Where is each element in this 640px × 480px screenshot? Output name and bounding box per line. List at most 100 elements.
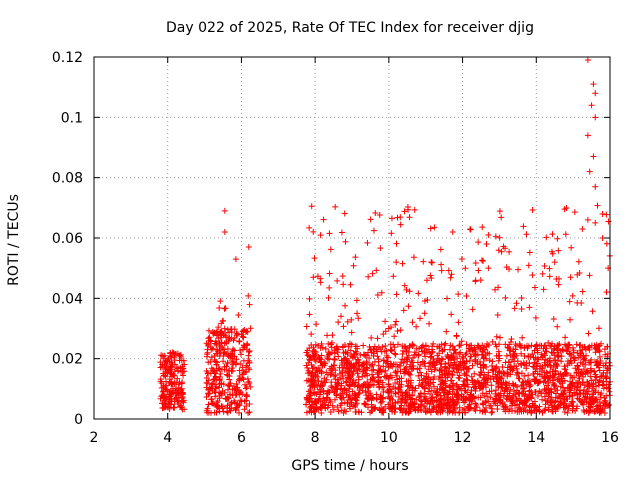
data-point xyxy=(433,397,440,404)
data-point xyxy=(367,376,374,383)
data-point xyxy=(346,392,353,399)
data-point xyxy=(488,388,495,395)
data-point xyxy=(431,366,438,373)
data-point xyxy=(340,375,347,382)
data-point xyxy=(547,398,554,405)
data-point xyxy=(312,341,319,348)
data-point xyxy=(403,364,410,371)
data-point xyxy=(517,342,524,349)
data-point xyxy=(378,289,385,296)
data-point xyxy=(214,328,221,335)
data-point xyxy=(494,405,501,412)
data-point xyxy=(571,209,578,216)
data-point xyxy=(235,409,242,416)
data-point xyxy=(480,383,487,390)
data-point xyxy=(240,376,247,383)
data-point xyxy=(430,379,437,386)
data-point xyxy=(350,402,357,409)
data-point xyxy=(326,389,333,396)
data-point xyxy=(488,409,495,416)
data-point xyxy=(448,371,455,378)
data-point xyxy=(468,373,475,380)
data-point xyxy=(329,339,335,346)
data-point xyxy=(161,404,168,411)
data-point xyxy=(209,387,216,394)
data-point xyxy=(492,233,499,240)
data-point xyxy=(393,291,400,298)
data-point xyxy=(327,398,334,405)
data-point xyxy=(317,358,324,365)
data-point xyxy=(448,377,455,384)
data-point xyxy=(528,389,535,396)
data-point xyxy=(500,369,507,376)
data-point xyxy=(455,374,462,381)
data-point xyxy=(597,358,604,365)
data-point xyxy=(545,385,552,392)
data-point xyxy=(425,380,432,387)
data-point xyxy=(472,260,479,267)
data-point xyxy=(430,383,437,390)
data-point xyxy=(328,379,335,386)
data-point xyxy=(376,212,383,219)
data-point xyxy=(317,404,324,411)
data-point xyxy=(599,381,606,388)
data-point xyxy=(586,406,593,413)
data-point xyxy=(492,341,499,348)
data-point xyxy=(529,206,536,213)
data-point xyxy=(540,379,547,386)
data-point xyxy=(163,361,170,368)
data-point xyxy=(513,363,520,370)
data-point xyxy=(502,403,509,410)
data-point xyxy=(397,221,404,228)
y-tick-label: 0.02 xyxy=(52,352,83,368)
data-point xyxy=(523,365,530,372)
data-point xyxy=(357,384,364,391)
data-point xyxy=(458,367,465,374)
data-point xyxy=(533,363,540,370)
data-point xyxy=(603,240,610,247)
data-point xyxy=(222,330,229,337)
data-point xyxy=(489,408,496,415)
data-point xyxy=(456,404,463,411)
data-point xyxy=(344,360,351,367)
data-point xyxy=(557,395,564,402)
data-point xyxy=(444,394,451,401)
data-point xyxy=(399,350,406,357)
data-point xyxy=(532,314,539,321)
data-point xyxy=(508,402,515,409)
data-point xyxy=(472,357,479,364)
data-point xyxy=(566,298,573,305)
data-point xyxy=(552,360,559,367)
data-point xyxy=(240,327,247,334)
data-point xyxy=(587,400,594,407)
data-point xyxy=(570,403,577,410)
data-point xyxy=(563,403,570,410)
x-tick-label: 14 xyxy=(527,430,545,446)
data-point xyxy=(477,384,484,391)
data-point xyxy=(574,363,581,370)
data-point xyxy=(493,333,500,340)
data-point xyxy=(398,389,405,396)
data-point xyxy=(314,273,321,280)
data-point xyxy=(316,389,323,396)
data-point xyxy=(561,396,568,403)
data-point xyxy=(472,388,479,395)
data-point xyxy=(606,359,613,366)
data-point xyxy=(511,305,518,312)
data-point xyxy=(460,377,467,384)
data-point xyxy=(495,284,502,291)
data-point xyxy=(519,334,526,341)
data-point xyxy=(208,346,215,353)
data-point xyxy=(447,407,454,414)
data-point xyxy=(395,384,402,391)
data-point xyxy=(334,380,341,387)
data-point xyxy=(348,341,355,348)
data-point xyxy=(515,266,522,273)
data-point xyxy=(542,342,549,349)
data-point xyxy=(373,391,380,398)
data-point xyxy=(573,341,580,348)
data-point xyxy=(177,351,184,358)
data-point xyxy=(162,366,169,373)
data-point xyxy=(421,390,428,397)
data-point xyxy=(326,270,333,277)
